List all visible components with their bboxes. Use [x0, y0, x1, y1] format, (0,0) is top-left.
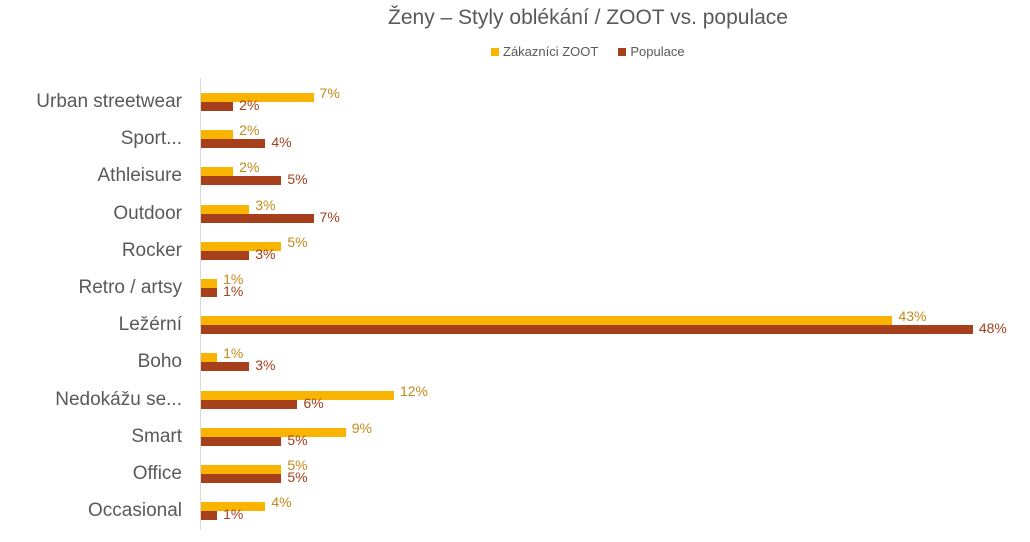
category-label: Boho: [137, 351, 182, 373]
bar-group: Rocker 5% 3%: [0, 233, 1030, 273]
bar-group: Boho 1% 3%: [0, 345, 1030, 384]
category-label: Outdoor: [113, 202, 182, 224]
data-label-populace: 5%: [287, 431, 308, 448]
category-label: Smart: [131, 425, 182, 447]
data-label-zoot: 2%: [239, 122, 260, 139]
category-label: Office: [132, 463, 182, 484]
category-label: Rocker: [121, 239, 182, 261]
data-label-populace: 2%: [239, 97, 260, 113]
bar-zoot: [201, 167, 234, 177]
chart-title: Ženy – Styly oblékání / ZOOT vs. populac…: [388, 6, 788, 29]
data-label-populace: 1%: [223, 283, 244, 299]
bar-group: Ležérní 43% 48%: [0, 308, 1030, 347]
bar-zoot: [201, 93, 314, 102]
data-label-zoot: 4%: [271, 494, 292, 511]
data-label-populace: 7%: [319, 208, 340, 225]
bar-group: Nedokážu se... 12% 6%: [0, 382, 1030, 422]
legend-label-populace: Populace: [630, 44, 685, 59]
bar-zoot: [201, 427, 346, 437]
bar-zoot: [201, 316, 893, 326]
bar-populace: [201, 288, 218, 297]
data-label-zoot: 5%: [287, 457, 308, 473]
bar-zoot: [201, 502, 266, 512]
bar-group: Sport... 2% 4%: [0, 122, 1030, 161]
category-label: Athleisure: [97, 165, 183, 187]
data-label-zoot: 3%: [255, 196, 276, 213]
category-label: Nedokážu se...: [55, 388, 182, 410]
bar-populace: [201, 102, 234, 111]
bar-zoot: [201, 130, 234, 140]
data-label-populace: 3%: [255, 245, 276, 262]
bar-populace: [201, 399, 298, 409]
bar-group: Athleisure 2% 5%: [0, 159, 1030, 198]
data-label-zoot: 43%: [898, 308, 927, 325]
data-label-zoot: 7%: [319, 85, 340, 101]
bar-group: Office 5% 5%: [0, 457, 1030, 496]
bar-populace: [201, 250, 250, 260]
bar-populace: [201, 362, 250, 372]
bar-zoot: [201, 390, 394, 400]
data-label-populace: 3%: [255, 357, 276, 374]
bar-populace: [201, 511, 218, 521]
category-label: Urban streetwear: [36, 91, 182, 112]
category-label: Retro / artsy: [78, 277, 182, 298]
bar-zoot: [201, 353, 218, 363]
bar-populace: [201, 139, 266, 149]
data-label-populace: 6%: [303, 394, 324, 411]
bar-zoot: [201, 241, 282, 251]
legend-item-populace: Populace: [618, 44, 685, 59]
data-label-zoot: 1%: [223, 271, 244, 287]
data-label-zoot: 1%: [223, 345, 244, 362]
data-label-populace: 5%: [287, 171, 308, 188]
bar-zoot: [201, 279, 218, 288]
bar-populace: [201, 474, 282, 483]
legend-item-zoot: Zákazníci ZOOT: [491, 44, 598, 59]
legend-label-zoot: Zákazníci ZOOT: [503, 44, 599, 59]
data-label-zoot: 2%: [239, 159, 260, 176]
bar-populace: [201, 436, 282, 446]
legend-swatch-zoot: [491, 47, 499, 56]
category-label: Occasional: [88, 500, 182, 522]
category-label: Ležérní: [118, 314, 182, 336]
data-label-zoot: 12%: [399, 382, 428, 399]
bar-zoot: [201, 465, 282, 474]
bar-group: Retro / artsy 1% 1%: [0, 271, 1030, 310]
bar-group: Smart 9% 5%: [0, 419, 1030, 459]
category-axis-line: [200, 78, 201, 530]
data-label-populace: 48%: [978, 320, 1007, 337]
data-label-populace: 4%: [271, 134, 292, 151]
bar-zoot: [201, 204, 250, 214]
data-label-populace: 1%: [223, 506, 244, 523]
data-label-zoot: 9%: [351, 419, 372, 436]
chart-legend: Zákazníci ZOOT Populace: [491, 44, 705, 59]
category-label: Sport...: [120, 128, 182, 150]
data-label-populace: 5%: [287, 469, 308, 485]
bar-group: Outdoor 3% 7%: [0, 196, 1030, 236]
bar-populace: [201, 176, 282, 186]
bar-populace: [201, 213, 314, 223]
bar-group: Occasional 4% 1%: [0, 494, 1030, 533]
bar-group: Urban streetwear 7% 2%: [0, 85, 1030, 124]
data-label-zoot: 5%: [287, 233, 308, 250]
bar-populace: [201, 325, 973, 335]
legend-swatch-populace: [618, 47, 627, 56]
